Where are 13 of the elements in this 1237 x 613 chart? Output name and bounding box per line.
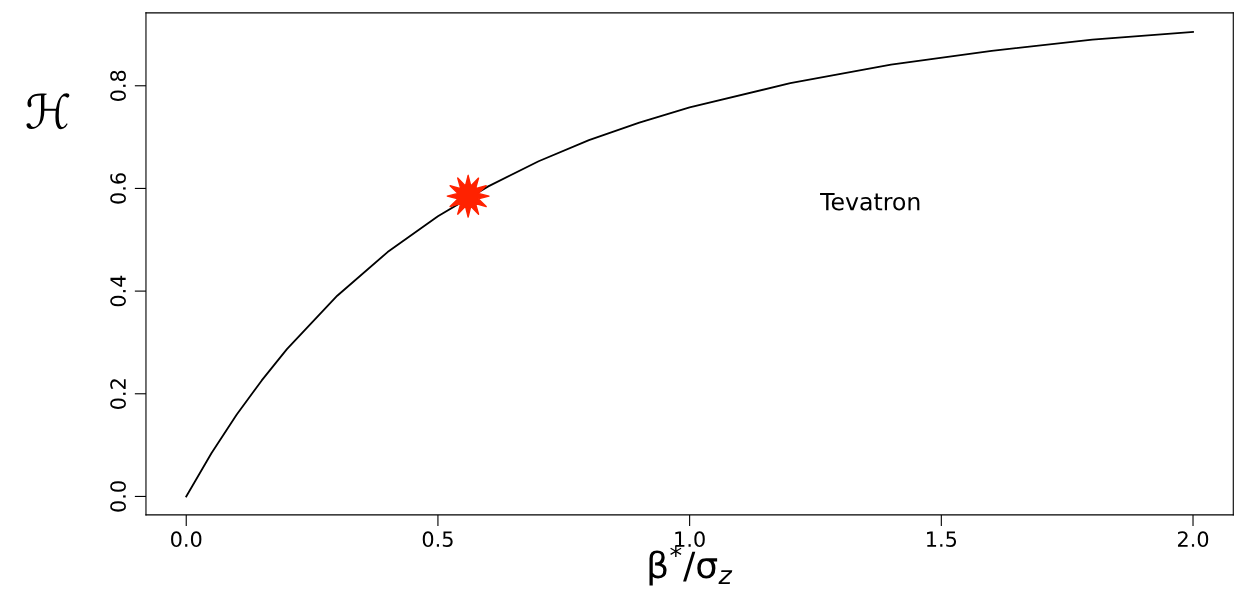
y-tick-label: 0.6 — [110, 173, 126, 204]
line-series — [185, 30, 1194, 498]
annotation: Tevatron — [820, 192, 920, 211]
y-tick-label: 0.0 — [110, 481, 126, 512]
y-axis-title: ℋ — [26, 93, 70, 130]
x-tick-label: 0.0 — [171, 531, 202, 548]
x-tick-label: 1.0 — [675, 531, 705, 548]
x-tick-label: 1.5 — [927, 531, 957, 548]
x-tick-label: 2.0 — [1177, 531, 1209, 548]
y-tick-label: 0.8 — [110, 70, 126, 101]
x-tick-label: 0.5 — [422, 531, 453, 548]
y-tick-label: 0.4 — [110, 275, 126, 307]
y-tick-label: 0.2 — [110, 379, 126, 409]
